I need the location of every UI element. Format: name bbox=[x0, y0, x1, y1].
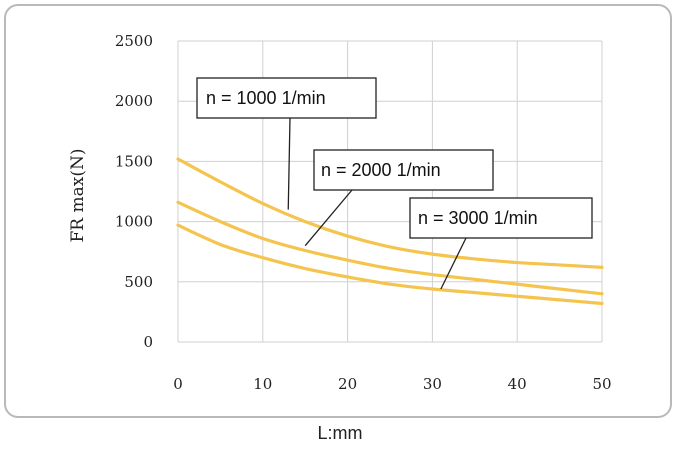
y-tick-label: 500 bbox=[124, 273, 153, 291]
x-tick-label: 40 bbox=[508, 375, 527, 393]
y-axis-label: FR max(N) bbox=[68, 149, 88, 243]
callout-box bbox=[313, 149, 494, 191]
y-tick-label: 2500 bbox=[115, 32, 153, 50]
series-line-3 bbox=[176, 223, 604, 306]
callout-leader bbox=[304, 189, 353, 247]
callout-leader bbox=[440, 237, 467, 290]
x-tick-label: 20 bbox=[338, 375, 357, 393]
series-line-1 bbox=[176, 157, 604, 269]
callout-label: n = 2000 1/min bbox=[321, 160, 441, 180]
x-axis-label: L:mm bbox=[317, 423, 363, 443]
x-tick-label: 30 bbox=[423, 375, 442, 393]
series-line-2 bbox=[176, 200, 604, 296]
y-tick-label: 2000 bbox=[115, 92, 153, 110]
x-tick-label: 10 bbox=[253, 375, 272, 393]
y-tick-label: 1000 bbox=[115, 213, 153, 231]
callout-box bbox=[409, 197, 593, 239]
callout-label: n = 3000 1/min bbox=[418, 208, 538, 228]
callout-leader bbox=[287, 117, 291, 210]
x-tick-label: 0 bbox=[173, 375, 183, 393]
y-tick-label: 1500 bbox=[115, 152, 153, 170]
x-tick-label: 50 bbox=[592, 375, 611, 393]
y-tick-label: 0 bbox=[143, 333, 153, 351]
callout-box bbox=[196, 77, 377, 119]
callout-label: n = 1000 1/min bbox=[206, 88, 326, 108]
